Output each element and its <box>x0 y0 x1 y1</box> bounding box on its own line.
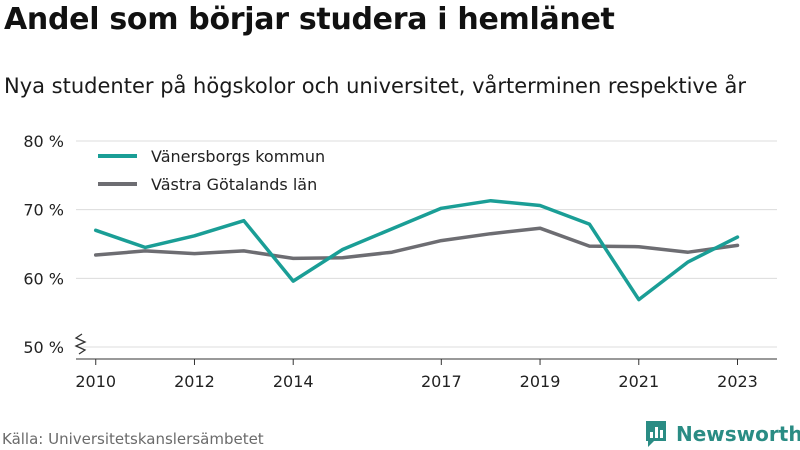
series-line <box>93 198 740 302</box>
y-axis-labels: 50 % 60 % 70 % 80 % <box>23 132 64 357</box>
chart-title: Andel som börjar studera i hemlänet <box>4 2 615 37</box>
y-tick-label: 50 % <box>23 338 64 357</box>
x-tick-label: 2021 <box>618 372 659 391</box>
chart-subtitle: Nya studenter på högskolor och universit… <box>4 74 746 98</box>
newsworthy-logo-icon <box>646 421 666 447</box>
x-axis: 2010 2012 2014 2017 2019 2021 2023 <box>74 333 777 391</box>
legend-background <box>84 143 356 199</box>
legend-label: Vänersborgs kommun <box>151 147 325 166</box>
x-tick-label: 2023 <box>717 372 758 391</box>
gridlines <box>76 140 777 348</box>
series-line <box>93 226 740 261</box>
y-tick-label: 80 % <box>23 132 64 151</box>
y-tick-label: 60 % <box>23 269 64 288</box>
legend: Vänersborgs kommun Västra Götalands län <box>84 143 356 199</box>
source-note: Källa: Universitetskanslersämbetet <box>2 430 264 448</box>
y-tick-label: 70 % <box>23 201 64 220</box>
brand-name: Newsworthy <box>676 422 800 446</box>
x-tick-label: 2017 <box>421 372 462 391</box>
x-tick-label: 2010 <box>75 372 116 391</box>
brand-logo: Newsworthy <box>644 419 800 449</box>
x-tick-label: 2019 <box>520 372 561 391</box>
x-tick-label: 2014 <box>273 372 314 391</box>
series-lines <box>93 198 740 302</box>
axis-break-mark <box>74 333 87 355</box>
x-tick-label: 2012 <box>174 372 215 391</box>
legend-label: Västra Götalands län <box>151 175 317 194</box>
line-chart: 50 % 60 % 70 % 80 % 2010 2012 2014 2017 2019 202… <box>23 132 777 391</box>
